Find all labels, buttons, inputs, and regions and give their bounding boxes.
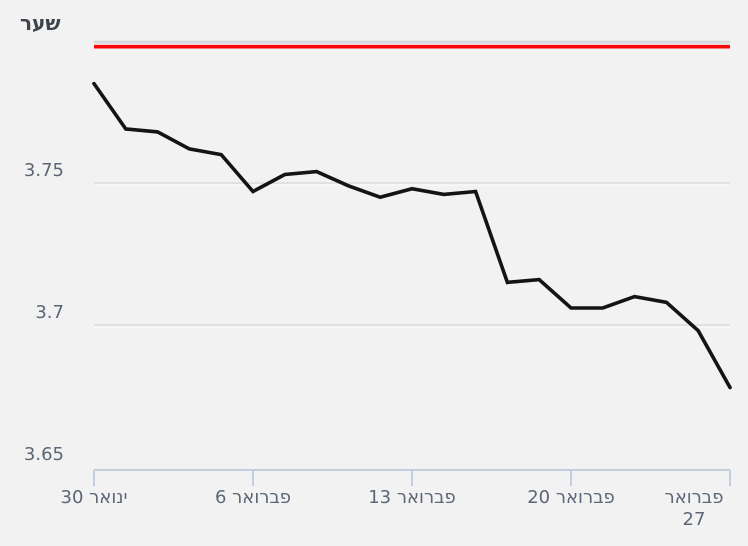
x-axis-label: פברואר 13 xyxy=(368,487,456,508)
y-axis-label: 3.7 xyxy=(35,302,64,323)
x-axis-label: פברואר 20 xyxy=(527,487,615,508)
chart-title: שער xyxy=(20,11,61,35)
y-axis-label: 3.75 xyxy=(23,160,64,181)
x-axis-label: פברואר 27 xyxy=(664,487,724,530)
y-axis-label: 3.65 xyxy=(23,444,64,465)
x-axis-label: פברואר 6 xyxy=(214,487,292,508)
price-line xyxy=(92,81,732,390)
x-axis-label: ינואר 30 xyxy=(60,487,128,508)
